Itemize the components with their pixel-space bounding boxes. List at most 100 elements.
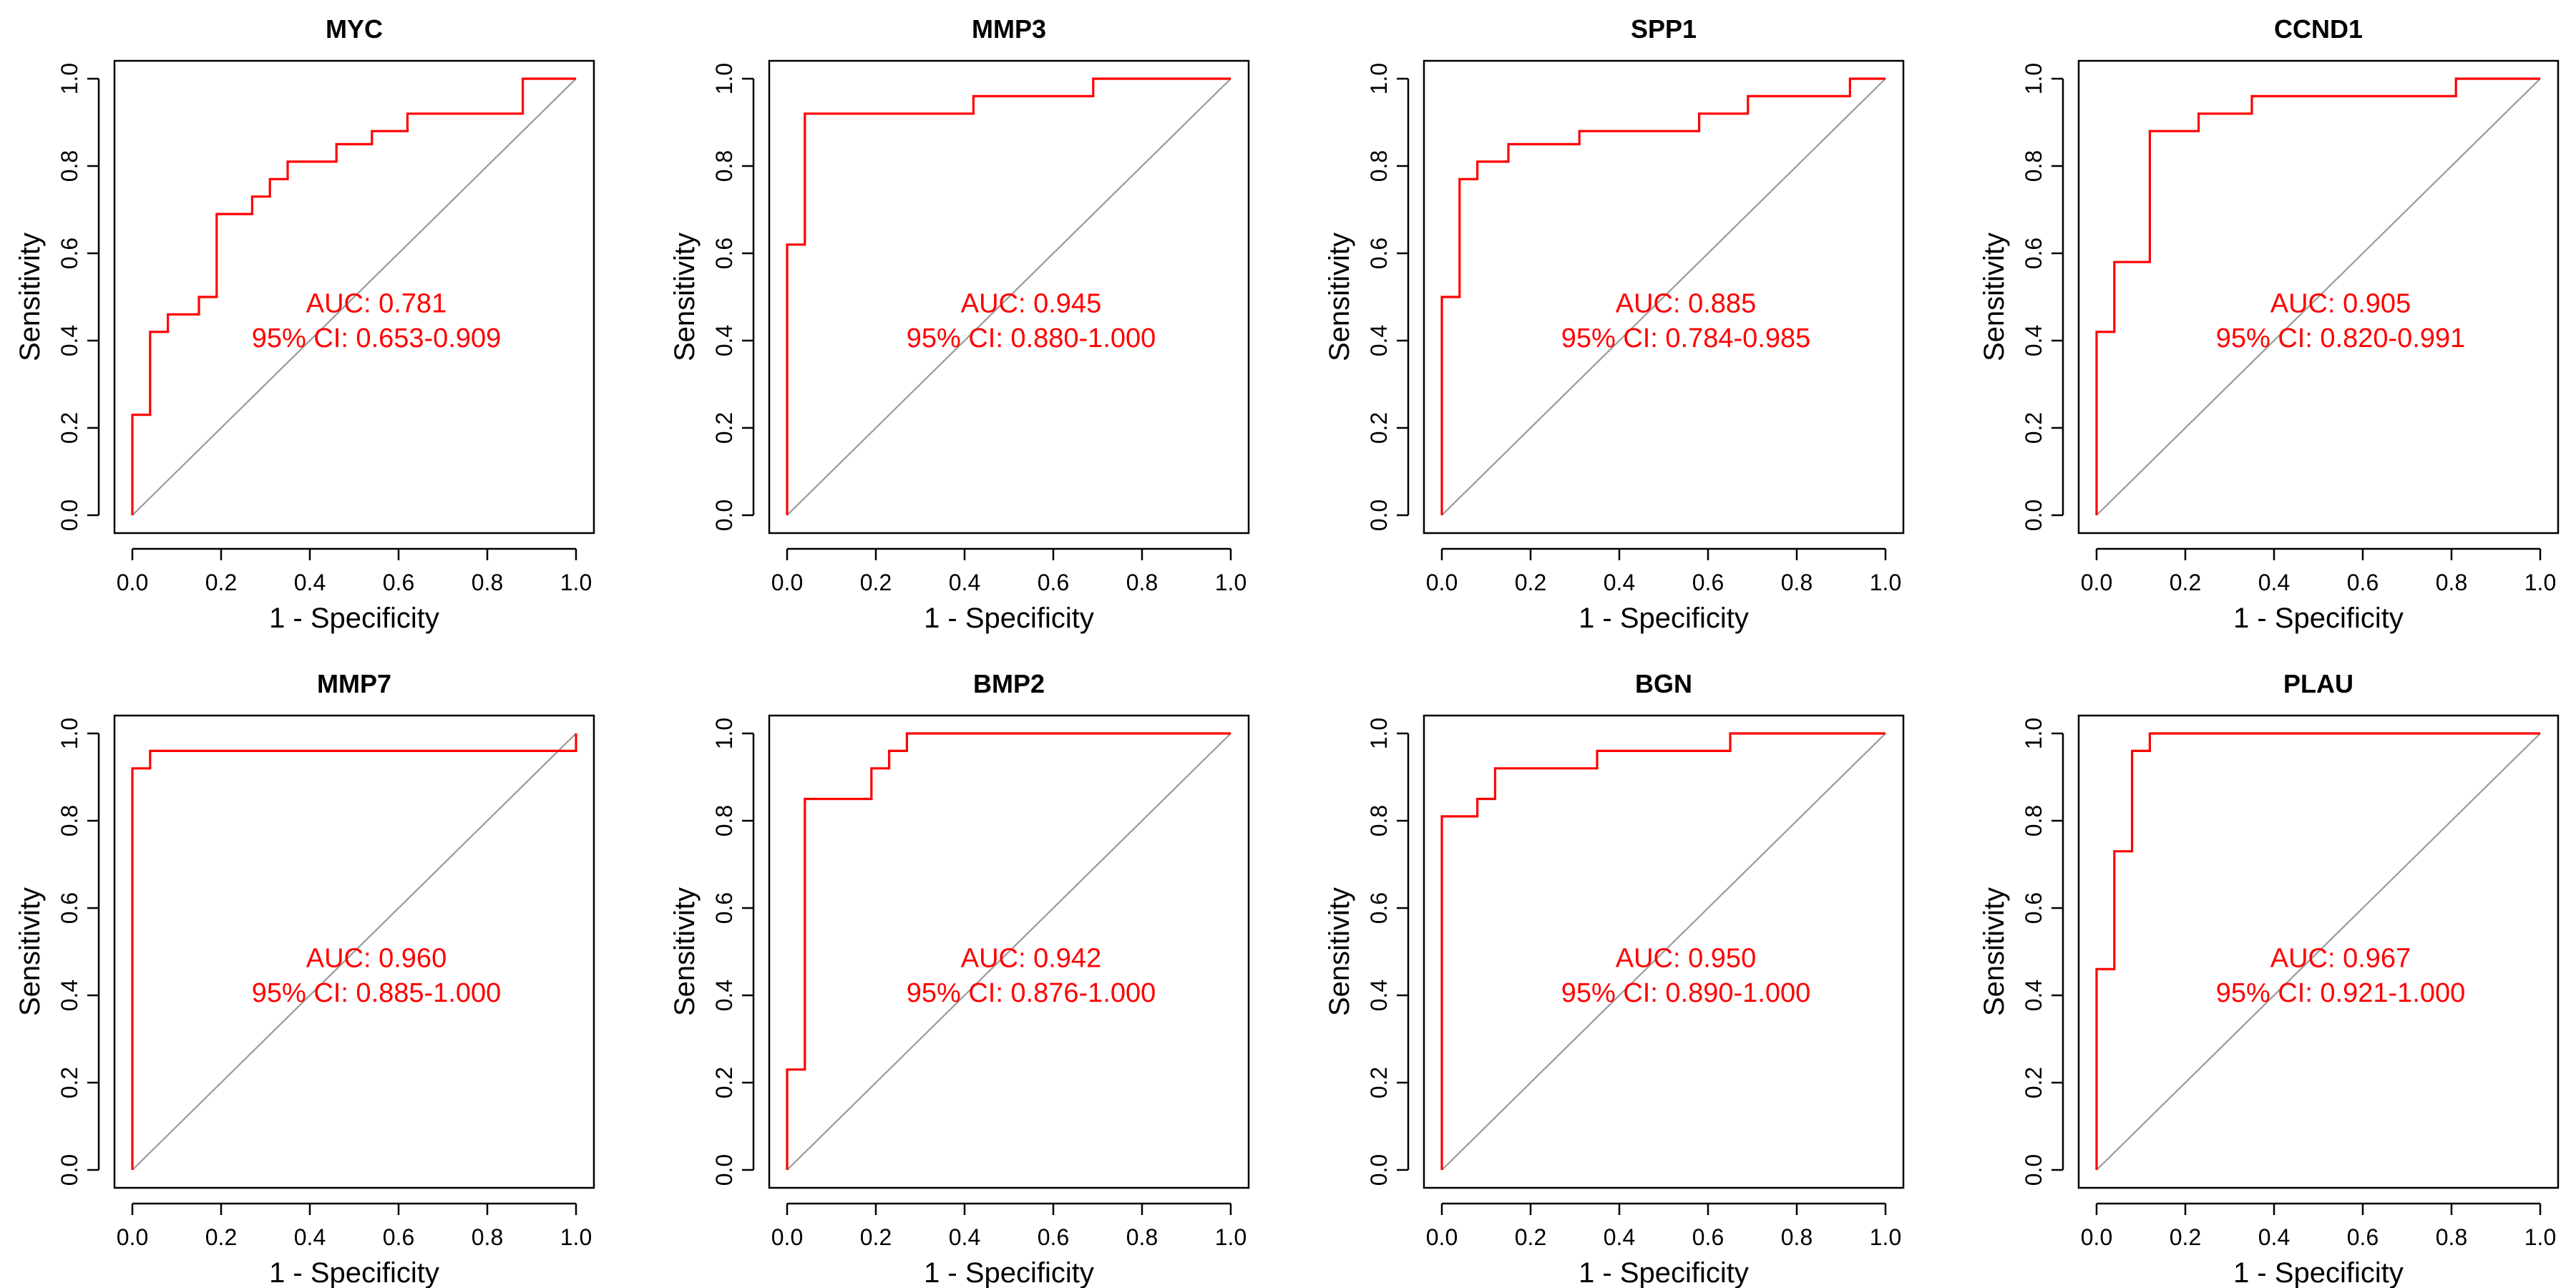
y-axis-label: Sensitivity — [669, 233, 701, 361]
panel-title: MYC — [326, 14, 383, 44]
y-tick-label: 0.0 — [1366, 1154, 1392, 1186]
y-tick-label: 0.8 — [1366, 805, 1392, 836]
y-tick-label: 0.6 — [1366, 892, 1392, 924]
x-tick-label: 0.2 — [1515, 1224, 1546, 1250]
x-tick-label: 0.0 — [2081, 570, 2112, 595]
x-tick-label: 1.0 — [2524, 570, 2556, 595]
x-tick-label: 1.0 — [1215, 1224, 1246, 1250]
chance-diagonal — [1441, 733, 1886, 1171]
roc-panel: SPP1 0.0 0.2 0.4 0.6 0.8 1.0 1 - Specificity 0.0… — [1324, 14, 1905, 634]
x-tick-label: 0.8 — [1781, 1224, 1813, 1250]
roc-curve — [1440, 77, 1885, 515]
x-tick-label: 0.4 — [2258, 1224, 2290, 1250]
auc-label: AUC: 0.967 — [2270, 943, 2411, 973]
y-tick-label: 0.8 — [1366, 150, 1392, 182]
x-tick-label: 0.4 — [1604, 1224, 1635, 1250]
x-tick-label: 0.6 — [2347, 570, 2379, 595]
y-tick-label: 0.2 — [2021, 412, 2046, 444]
roc-panel: MMP3 0.0 0.2 0.4 0.6 0.8 1.0 1 - Specificity 0.0… — [669, 14, 1250, 634]
y-tick-label: 0.6 — [57, 892, 82, 924]
x-tick-label: 0.2 — [860, 570, 892, 595]
y-tick-label: 0.2 — [57, 1067, 82, 1098]
roc-curve — [786, 732, 1231, 1170]
y-tick-label: 1.0 — [2021, 718, 2046, 749]
x-tick-label: 0.4 — [949, 1224, 980, 1250]
x-tick-label: 0.6 — [1692, 570, 1724, 595]
x-tick-label: 0.8 — [1126, 1224, 1158, 1250]
ci-label: 95% CI: 0.890-1.000 — [1561, 978, 1811, 1008]
x-tick-label: 0.2 — [205, 570, 237, 595]
x-tick-label: 0.8 — [2436, 1224, 2467, 1250]
x-tick-label: 0.2 — [2170, 570, 2201, 595]
x-tick-label: 0.2 — [2170, 1224, 2201, 1250]
x-axis-label: 1 - Specificity — [924, 1257, 1094, 1288]
y-tick-label: 0.4 — [57, 325, 82, 356]
y-tick-label: 0.8 — [711, 805, 737, 836]
ci-label: 95% CI: 0.885-1.000 — [252, 978, 502, 1008]
x-tick-label: 0.0 — [117, 1224, 148, 1250]
auc-label: AUC: 0.945 — [961, 288, 1101, 318]
y-tick-label: 1.0 — [1366, 63, 1392, 94]
x-tick-label: 1.0 — [560, 1224, 592, 1250]
roc-curve — [131, 733, 577, 1170]
roc-panel: BMP2 0.0 0.2 0.4 0.6 0.8 1.0 1 - Specificity 0.0… — [669, 669, 1250, 1288]
panel-title: BMP2 — [973, 669, 1045, 698]
x-tick-label: 0.6 — [1038, 1224, 1069, 1250]
auc-label: AUC: 0.885 — [1616, 288, 1756, 318]
x-tick-label: 0.8 — [1781, 570, 1813, 595]
y-tick-label: 0.8 — [2021, 150, 2046, 182]
y-tick-label: 0.6 — [711, 238, 737, 269]
y-axis-label: Sensitivity — [1979, 233, 2010, 361]
plot-frame — [2077, 714, 2560, 1189]
chance-diagonal — [132, 78, 577, 516]
y-axis-label: Sensitivity — [14, 887, 46, 1016]
x-tick-label: 0.0 — [771, 1224, 803, 1250]
plot-frame — [113, 714, 595, 1189]
roc-panel: PLAU 0.0 0.2 0.4 0.6 0.8 1.0 1 - Specificity 0.0… — [1979, 669, 2560, 1288]
x-axis-label: 1 - Specificity — [2233, 602, 2404, 634]
x-tick-label: 0.6 — [383, 570, 414, 595]
x-tick-label: 0.0 — [2081, 1224, 2112, 1250]
y-tick-label: 0.0 — [57, 499, 82, 531]
x-axis-label: 1 - Specificity — [269, 1257, 439, 1288]
y-tick-label: 0.0 — [711, 1154, 737, 1186]
auc-label: AUC: 0.905 — [2270, 288, 2411, 318]
y-tick-label: 1.0 — [1366, 718, 1392, 749]
y-tick-label: 1.0 — [57, 63, 82, 94]
x-tick-label: 0.0 — [117, 570, 148, 595]
plot-frame — [2077, 59, 2560, 535]
chance-diagonal — [2096, 78, 2541, 516]
y-axis-label: Sensitivity — [1979, 887, 2010, 1016]
chance-diagonal — [1441, 78, 1886, 516]
y-tick-label: 0.2 — [711, 1067, 737, 1098]
roc-curve — [2095, 732, 2540, 1170]
y-tick-label: 1.0 — [57, 718, 82, 749]
chance-diagonal — [132, 733, 577, 1171]
y-axis-label: Sensitivity — [1324, 887, 1355, 1016]
y-tick-label: 0.4 — [2021, 325, 2046, 356]
plot-frame — [1423, 714, 1905, 1189]
x-tick-label: 0.0 — [1426, 570, 1458, 595]
plot-frame — [768, 59, 1250, 535]
x-tick-label: 0.0 — [1426, 1224, 1458, 1250]
roc-curve — [131, 77, 576, 515]
panel-title: MMP7 — [317, 669, 391, 698]
y-tick-label: 0.4 — [2021, 980, 2046, 1011]
x-tick-label: 1.0 — [1870, 1224, 1901, 1250]
plot-frame — [113, 59, 595, 535]
y-tick-label: 1.0 — [711, 63, 737, 94]
panel-title: CCND1 — [2274, 14, 2363, 44]
y-tick-label: 0.4 — [1366, 325, 1392, 356]
ci-label: 95% CI: 0.820-0.991 — [2216, 323, 2466, 353]
y-tick-label: 0.8 — [2021, 805, 2046, 836]
x-tick-label: 0.6 — [1692, 1224, 1724, 1250]
y-tick-label: 0.0 — [2021, 499, 2046, 531]
chance-diagonal — [2096, 733, 2541, 1171]
x-tick-label: 0.0 — [771, 570, 803, 595]
x-tick-label: 0.4 — [2258, 570, 2290, 595]
auc-label: AUC: 0.781 — [306, 288, 447, 318]
x-axis-label: 1 - Specificity — [269, 602, 439, 634]
panel-title: MMP3 — [972, 14, 1046, 44]
plot-frame — [768, 714, 1250, 1189]
x-tick-label: 0.2 — [205, 1224, 237, 1250]
